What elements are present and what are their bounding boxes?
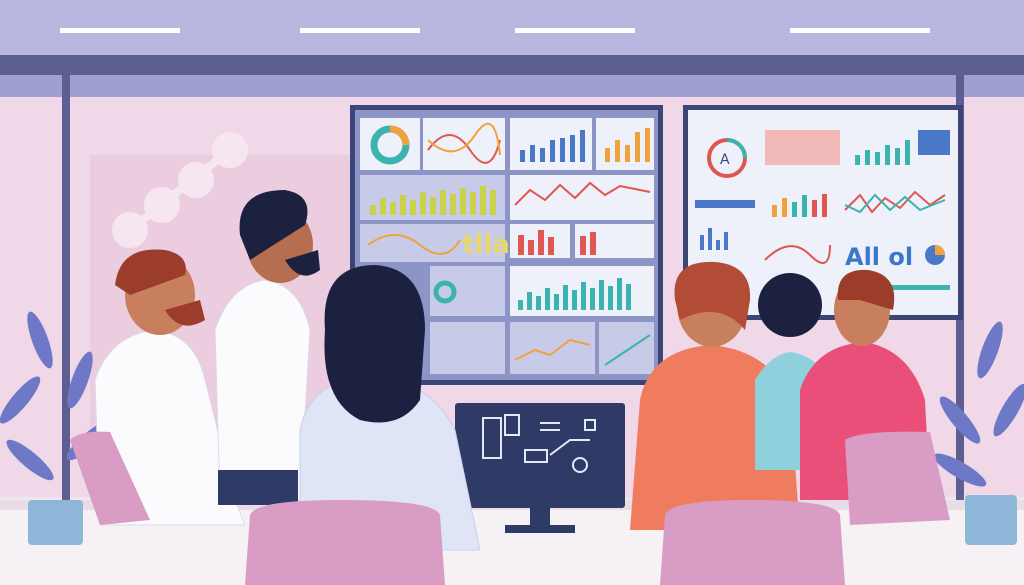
ceiling-lights	[60, 28, 930, 33]
wall-node-graphic	[112, 132, 248, 248]
flowchart-icon	[482, 414, 596, 473]
monitor-icon	[455, 403, 625, 533]
chair	[70, 431, 950, 585]
person-center-standing	[214, 190, 320, 505]
right-screen-big-text: All ol	[845, 243, 913, 271]
right-gauge-letter: A	[720, 152, 730, 168]
plant-icon	[933, 321, 1024, 545]
left-screen-big-text: tlla	[462, 230, 510, 260]
person-left-glasses	[94, 249, 246, 526]
